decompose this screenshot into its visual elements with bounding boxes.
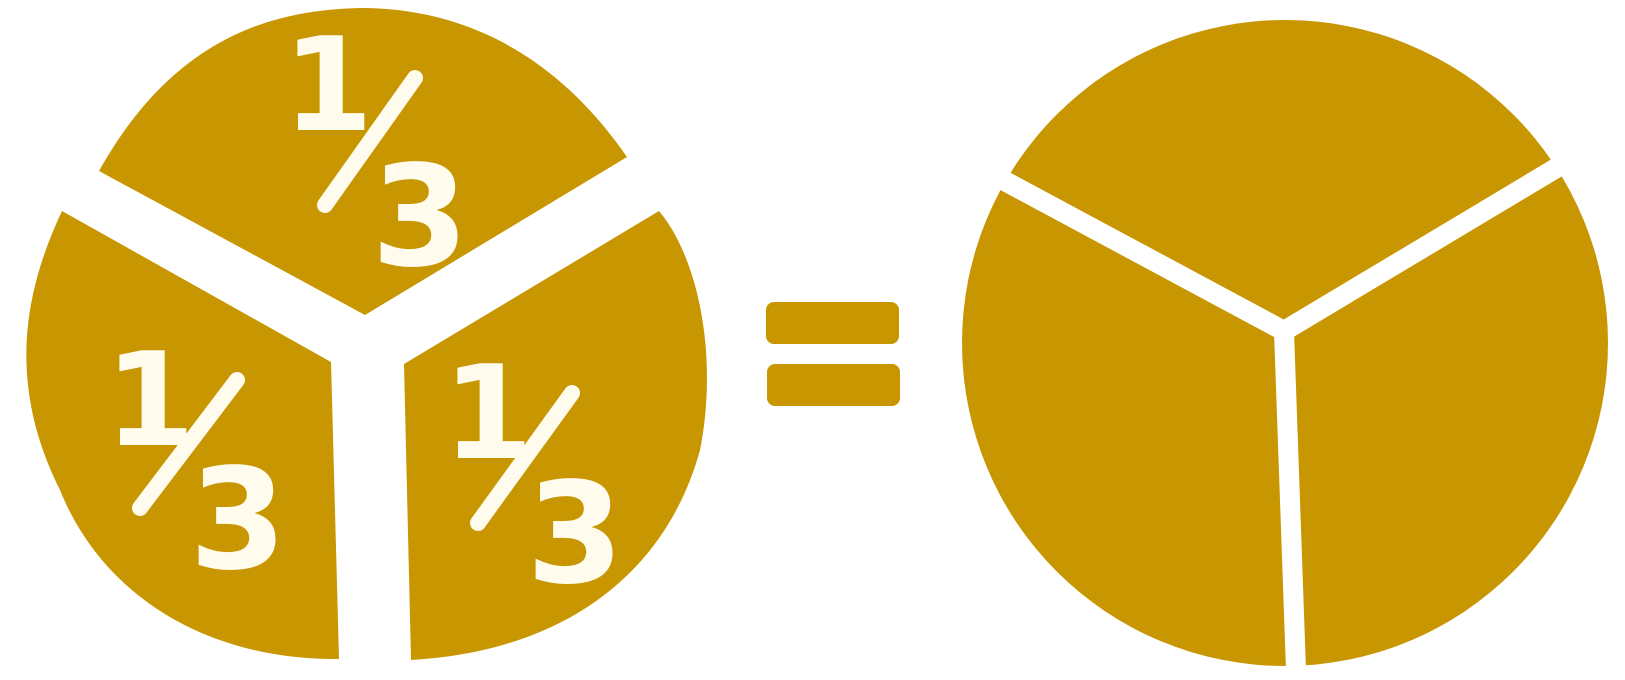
piece-top-denominator: 3 [371,136,468,299]
piece-right-denominator: 3 [526,453,623,616]
equals-sign: = [766,302,900,406]
piece-left-denominator: 3 [189,439,286,602]
piece-right-slash [470,385,580,531]
piece-left-slash [132,372,245,516]
equals-bar-top [766,302,899,344]
whole-circle [962,20,1608,671]
equals-bar-bottom [767,364,900,406]
division-lines [996,152,1574,671]
equals-text: = [829,362,837,373]
split-circle: 1 3 1 3 1 3 [26,8,707,660]
piece-right [404,211,707,660]
piece-left [26,211,339,660]
piece-top-slash [317,70,423,213]
piece-top-numerator: 1 [283,9,373,161]
